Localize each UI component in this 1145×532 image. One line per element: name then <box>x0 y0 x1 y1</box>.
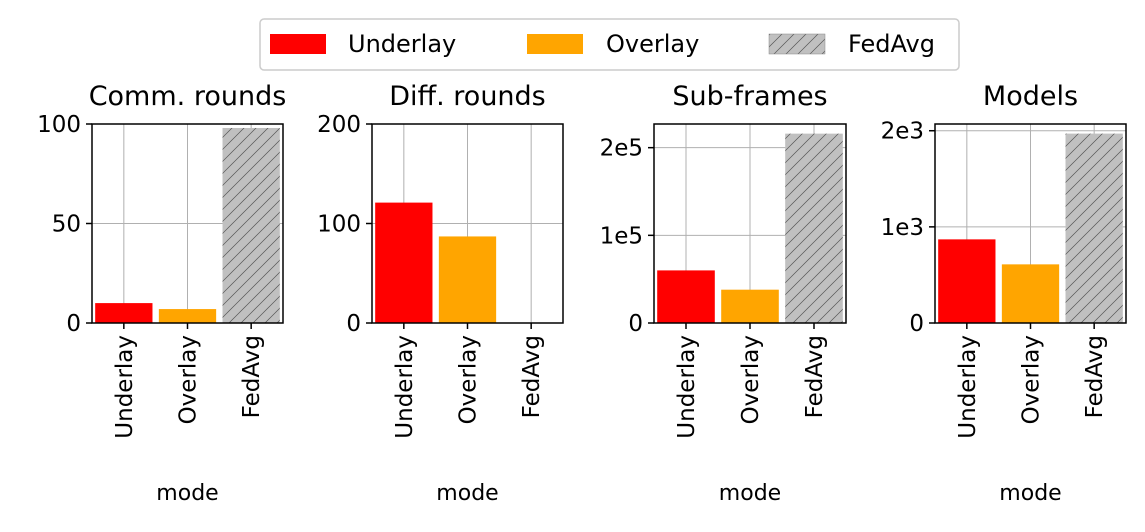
y-tick-label: 100 <box>37 112 81 138</box>
x-tick-label: Overlay <box>456 335 482 424</box>
y-tick-label: 2e5 <box>600 136 643 162</box>
x-tick-label: Underlay <box>112 335 138 439</box>
subplot-title: Diff. rounds <box>389 81 546 112</box>
subplot-3: 0 1e5 2e5 Underlay Overlay FedAvg Sub-frames mo… <box>600 81 847 506</box>
y-tick-label: 0 <box>346 311 361 337</box>
subplot-2: 0 100 200 Underlay Overlay FedAvg Diff. rounds… <box>317 81 564 506</box>
x-tick-label: Underlay <box>392 335 418 439</box>
bar-overlay <box>438 236 497 323</box>
x-axis-label: mode <box>999 481 1061 506</box>
legend-label-overlay: Overlay <box>606 30 699 58</box>
legend: Underlay Overlay FedAvg <box>259 18 960 71</box>
y-tick-label: 0 <box>66 311 81 337</box>
x-tick-label: FedAvg <box>239 335 265 418</box>
x-tick-label: Underlay <box>674 335 700 439</box>
x-tick-label: Overlay <box>176 335 202 424</box>
x-axis-label: mode <box>719 481 781 506</box>
bar-fedavg <box>785 133 843 323</box>
bar-fedavg <box>1065 133 1123 323</box>
x-axis-label: mode <box>436 481 498 506</box>
legend-swatch-overlay <box>527 34 583 54</box>
bar-underlay <box>95 303 153 323</box>
legend-swatch-underlay <box>270 34 326 54</box>
bar-overlay <box>1001 264 1060 323</box>
bar-overlay <box>721 289 779 323</box>
legend-swatch-fedavg <box>768 33 826 55</box>
y-tick-label: 0 <box>628 311 643 337</box>
subplot-title: Models <box>983 81 1078 112</box>
bar-underlay <box>375 202 433 323</box>
subplot-title: Comm. rounds <box>89 81 287 112</box>
x-tick-label: Overlay <box>738 335 764 424</box>
x-tick-label: FedAvg <box>1082 335 1108 418</box>
x-tick-label: FedAvg <box>802 335 828 418</box>
y-tick-label: 1e5 <box>600 223 643 249</box>
y-tick-label: 1e3 <box>881 215 924 241</box>
bar-underlay <box>938 239 996 323</box>
x-tick-label: FedAvg <box>519 335 545 418</box>
bar-underlay <box>657 270 715 323</box>
y-tick-label: 2e3 <box>881 119 924 145</box>
legend-frame <box>259 18 960 71</box>
x-axis-label: mode <box>156 481 218 506</box>
bar-fedavg <box>222 127 280 323</box>
x-tick-label: Overlay <box>1019 335 1045 424</box>
x-tick-label: Underlay <box>955 335 981 439</box>
subplot-grid: 0 50 100 Underlay Overlay FedAvg Comm. rounds m… <box>37 81 1127 506</box>
bar-overlay <box>158 309 217 323</box>
y-tick-label: 50 <box>52 212 81 238</box>
subplot-title: Sub-frames <box>672 81 827 112</box>
y-tick-label: 0 <box>909 311 924 337</box>
legend-label-underlay: Underlay <box>348 30 456 58</box>
y-tick-label: 200 <box>317 112 361 138</box>
subplot-4: 0 1e3 2e3 Underlay Overlay FedAvg Models mode <box>881 81 1127 506</box>
y-tick-label: 100 <box>317 212 361 238</box>
subplot-1: 0 50 100 Underlay Overlay FedAvg Comm. rounds m… <box>37 81 286 506</box>
legend-label-fedavg: FedAvg <box>848 30 935 58</box>
